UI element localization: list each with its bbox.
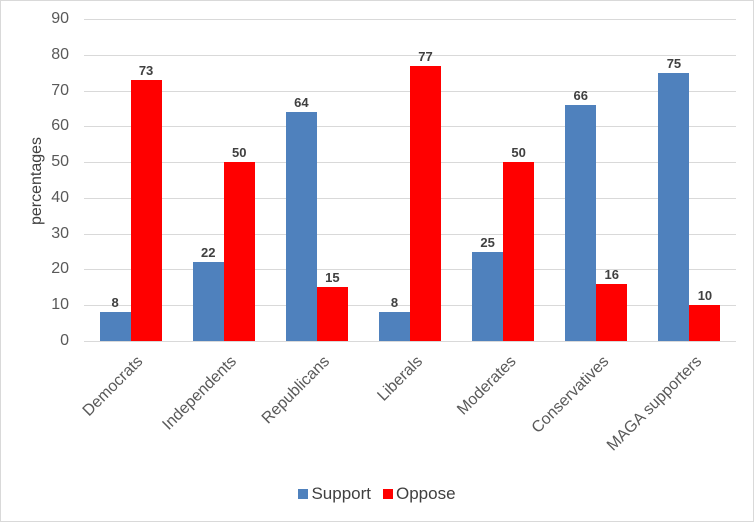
y-tick-label: 20 xyxy=(51,260,69,278)
x-tick-label: Conservatives xyxy=(528,353,613,437)
x-tick-label: Liberals xyxy=(374,353,427,405)
x-tick-label: Moderates xyxy=(453,353,520,419)
bar-support xyxy=(658,72,690,341)
oppose-swatch-icon xyxy=(383,489,393,499)
data-label: 15 xyxy=(325,270,340,286)
legend-item-support: Support xyxy=(298,484,371,504)
y-tick-label: 10 xyxy=(51,296,69,314)
legend-item-oppose: Oppose xyxy=(383,484,456,504)
data-label: 22 xyxy=(200,245,216,261)
bar-support xyxy=(99,312,131,341)
bar-oppose xyxy=(316,287,348,341)
y-tick-label: 60 xyxy=(51,117,69,135)
legend: Support Oppose xyxy=(1,484,753,504)
y-tick-label: 80 xyxy=(51,45,69,63)
bar-oppose xyxy=(689,305,721,341)
x-tick-label: Democrats xyxy=(79,353,147,420)
y-tick-label: 30 xyxy=(51,224,69,242)
data-label: 73 xyxy=(138,62,154,78)
y-tick-label: 70 xyxy=(51,81,69,99)
data-label: 25 xyxy=(480,234,495,250)
support-swatch-icon xyxy=(298,489,309,499)
bar-oppose xyxy=(223,162,255,341)
y-tick-label: 90 xyxy=(51,10,69,27)
gridline xyxy=(84,54,736,56)
legend-support-label: Support xyxy=(311,484,371,503)
data-label: 8 xyxy=(390,295,399,311)
bar-support xyxy=(472,251,504,341)
legend-oppose-label: Oppose xyxy=(396,484,456,503)
y-tick-label: 40 xyxy=(51,188,69,206)
bar-oppose xyxy=(130,79,162,341)
data-label: 77 xyxy=(418,48,433,64)
y-tick-label: 0 xyxy=(60,332,69,349)
plot-area: 8 73 22 50 64 15 8 77 25 50 66 16 75 10 xyxy=(84,19,736,342)
gridline xyxy=(84,19,736,20)
x-tick-label: MAGA supporters xyxy=(604,353,706,455)
data-label: 50 xyxy=(231,145,247,161)
bar-oppose xyxy=(503,162,535,341)
data-label: 16 xyxy=(604,266,620,282)
gridline xyxy=(84,341,736,342)
data-label: 8 xyxy=(111,295,119,311)
data-label: 64 xyxy=(294,95,309,111)
x-tick-label: Independents xyxy=(159,353,240,434)
bar-support xyxy=(565,104,597,341)
bar-support xyxy=(192,262,224,341)
bar-oppose xyxy=(596,283,628,341)
data-label: 50 xyxy=(511,145,526,161)
bar-support xyxy=(379,312,410,341)
y-tick-label: 50 xyxy=(51,153,69,171)
data-label: 10 xyxy=(697,288,713,304)
x-tick-label: Republicans xyxy=(258,353,333,428)
y-axis-label: percentages xyxy=(28,136,45,226)
data-label: 75 xyxy=(666,55,682,71)
bar-oppose xyxy=(410,65,441,341)
bar-support xyxy=(285,112,317,341)
data-label: 66 xyxy=(573,87,589,103)
